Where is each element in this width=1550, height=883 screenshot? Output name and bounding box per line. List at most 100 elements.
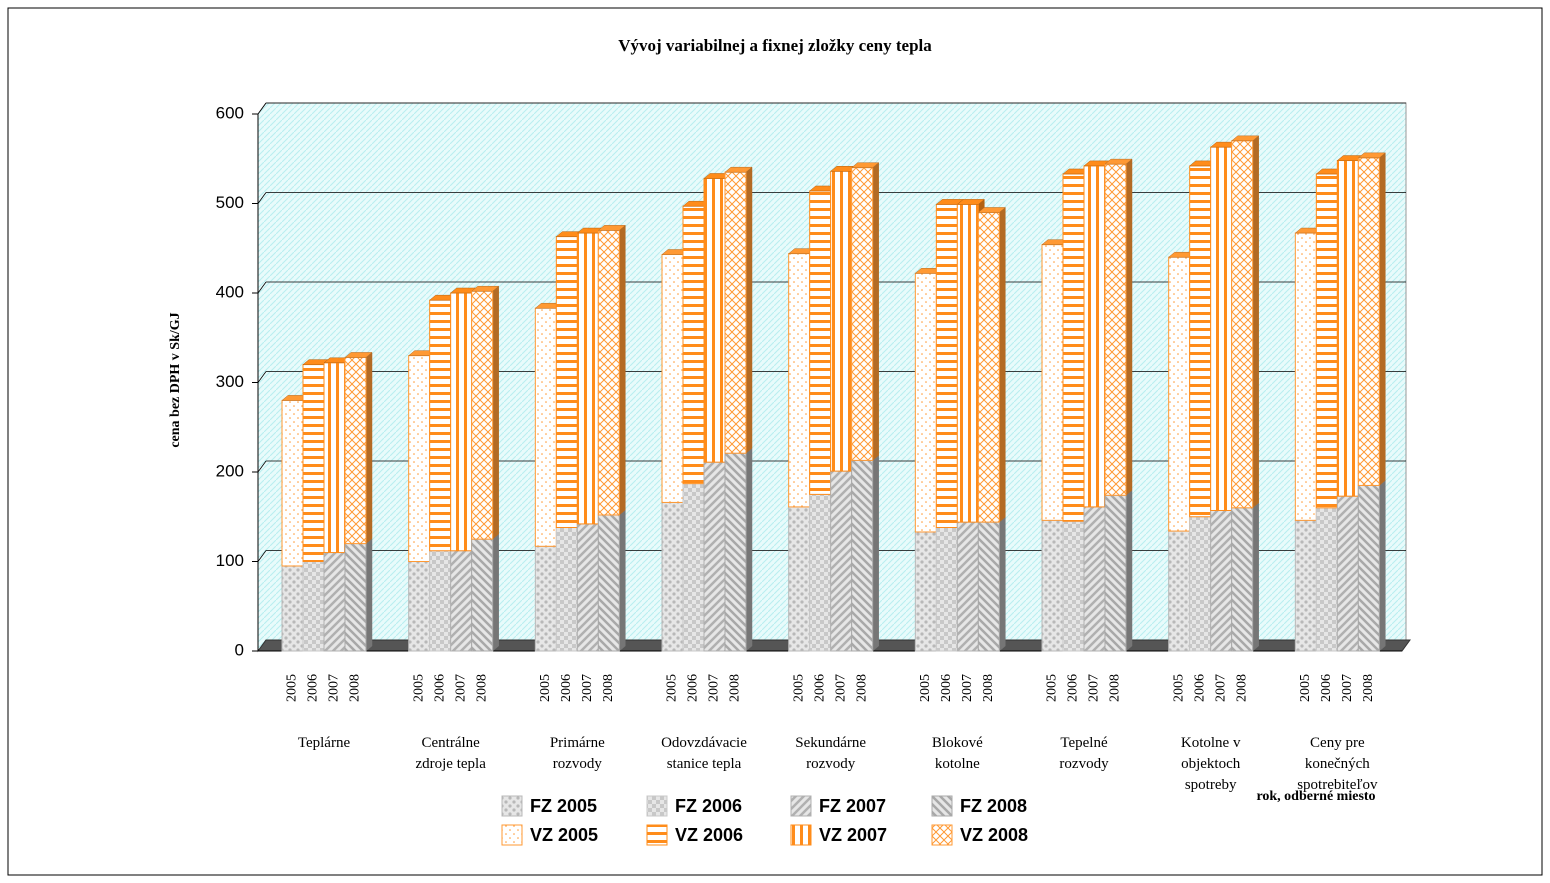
bar-segment	[429, 550, 452, 652]
bar-segment	[534, 307, 557, 547]
bar-segment	[956, 203, 979, 523]
category-label: Tepelné rozvody	[1059, 735, 1109, 772]
category-label: Centrálne zdroje tepla	[415, 735, 486, 772]
bar-segment	[302, 364, 325, 562]
year-label: 2005	[791, 674, 806, 702]
year-label: 2006	[306, 674, 321, 702]
bar-segment	[703, 177, 726, 463]
bar-segment	[471, 538, 494, 652]
bar-segment	[1041, 519, 1064, 652]
year-label: 2007	[1213, 674, 1228, 702]
grid-line	[257, 460, 267, 473]
bar-segment	[809, 493, 832, 652]
bar-segment	[344, 356, 367, 545]
year-label: 2008	[981, 674, 996, 702]
legend-swatch	[790, 795, 812, 817]
bar-side	[999, 516, 1006, 652]
bar-top	[597, 225, 627, 231]
bar-top	[1357, 152, 1387, 159]
year-label: 2006	[1066, 674, 1081, 702]
year-label: 2007	[1087, 674, 1102, 702]
year-label: 2008	[1234, 674, 1249, 702]
bar-side	[492, 533, 499, 652]
bar-segment	[429, 299, 452, 552]
bar-segment	[1357, 484, 1380, 652]
bar-segment	[682, 205, 705, 485]
year-label: 2007	[327, 674, 342, 702]
grid-line	[257, 281, 267, 294]
grid-line	[257, 192, 267, 204]
bar-top	[1230, 135, 1260, 142]
legend-label: VZ 2007	[819, 825, 887, 845]
year-label: 2005	[1045, 674, 1060, 702]
bar-segment	[703, 461, 726, 652]
bar-segment	[1315, 173, 1338, 509]
bar-segment	[935, 526, 958, 652]
bar-segment	[1336, 495, 1359, 652]
legend-label: VZ 2006	[675, 825, 743, 845]
bar-top	[470, 285, 500, 292]
bar-segment	[471, 290, 494, 540]
legend-label: VZ 2005	[530, 825, 598, 845]
bar-segment	[1062, 173, 1085, 522]
bar-segment	[1231, 140, 1254, 509]
year-label: 2006	[1192, 674, 1207, 702]
year-label: 2008	[348, 674, 363, 702]
bar-segment	[661, 501, 684, 652]
bar-segment	[1294, 519, 1317, 652]
category-label: Primárne rozvody	[550, 735, 605, 772]
y-tick-label: 600	[216, 103, 244, 122]
bar-segment	[851, 167, 874, 461]
year-label: 2005	[1298, 674, 1313, 702]
year-label: 2005	[411, 674, 426, 702]
bar-side	[492, 285, 499, 540]
bar-segment	[1357, 157, 1380, 486]
bar-segment	[724, 171, 747, 454]
category-label: Ceny pre konečných spotrebiteľov	[1297, 735, 1378, 793]
legend-swatch	[931, 824, 953, 846]
bar-segment	[935, 203, 958, 528]
bar-segment	[1210, 509, 1233, 652]
bar-side	[1379, 152, 1386, 486]
bar-segment	[344, 543, 367, 652]
bar-segment	[1336, 160, 1359, 497]
bar-segment	[977, 521, 1000, 652]
year-label: 2007	[580, 674, 595, 702]
bar-segment	[323, 552, 346, 652]
bar-top	[956, 199, 986, 205]
bar-segment	[724, 452, 747, 652]
bar-side	[872, 162, 879, 461]
bar-side	[872, 454, 879, 652]
bar-segment	[450, 292, 473, 552]
bar-side	[365, 538, 373, 652]
y-axis-label: cena bez DPH v Sk/GJ	[168, 312, 183, 447]
bar-segment	[1104, 494, 1127, 652]
legend-label: FZ 2008	[960, 796, 1027, 816]
bar-segment	[408, 355, 431, 562]
legend-label: FZ 2005	[530, 796, 597, 816]
bar-segment	[682, 483, 705, 652]
bar-segment	[534, 545, 557, 652]
bar-segment	[914, 272, 937, 533]
bar-top	[1104, 158, 1133, 165]
y-tick-label: 500	[216, 193, 244, 212]
bar-segment	[450, 550, 473, 652]
legend-label: FZ 2006	[675, 796, 742, 816]
bar-segment	[914, 531, 937, 652]
year-label: 2006	[1319, 674, 1334, 702]
bar-segment	[1231, 507, 1254, 652]
bar-segment	[1189, 516, 1212, 652]
year-label: 2008	[854, 674, 869, 702]
bar-top	[344, 352, 373, 358]
bar-top	[850, 162, 880, 168]
year-label: 2007	[960, 674, 975, 702]
y-tick-label: 200	[216, 461, 244, 480]
legend-swatch	[790, 824, 812, 846]
bar-side	[619, 224, 626, 516]
category-label: Sekundárne rozvody	[795, 735, 866, 772]
grid-line	[257, 371, 267, 383]
bar-segment	[661, 254, 684, 503]
bar-segment	[576, 523, 599, 652]
bar-segment	[1189, 165, 1212, 518]
legend-swatch	[646, 795, 668, 817]
